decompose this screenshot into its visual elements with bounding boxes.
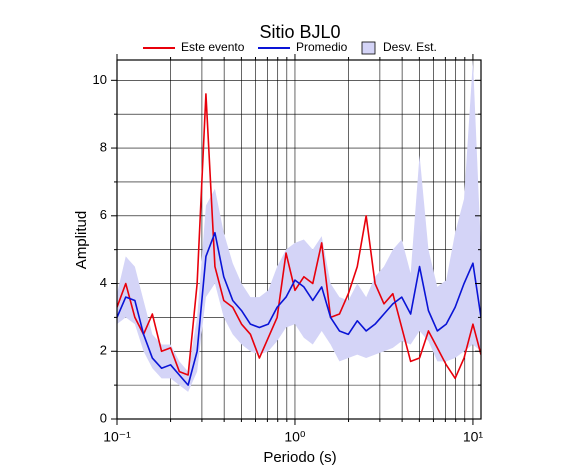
y-tick-label: 10 — [93, 72, 107, 87]
y-tick-label: 2 — [100, 343, 107, 358]
chart-title: Sitio BJL0 — [259, 22, 340, 42]
y-tick-label: 4 — [100, 275, 107, 290]
x-tick-label: 10⁻¹ — [103, 429, 131, 445]
std-band — [117, 60, 481, 392]
series-line — [117, 231, 481, 386]
plot-frame — [116, 59, 482, 420]
x-tick-label: 10¹ — [463, 429, 484, 445]
x-tick-label: 10⁰ — [284, 429, 306, 445]
legend-label: Promedio — [296, 40, 348, 54]
legend-label: Desv. Est. — [383, 40, 437, 54]
y-tick-label: 8 — [100, 139, 107, 154]
y-tick-label: 6 — [100, 207, 107, 222]
x-axis-label: Periodo (s) — [263, 449, 336, 466]
y-axis-label: Amplitud — [73, 211, 90, 269]
y-tick-label: 0 — [100, 410, 107, 425]
plot-area — [117, 60, 481, 392]
legend-label: Este evento — [181, 40, 245, 54]
legend-swatch — [361, 41, 376, 55]
